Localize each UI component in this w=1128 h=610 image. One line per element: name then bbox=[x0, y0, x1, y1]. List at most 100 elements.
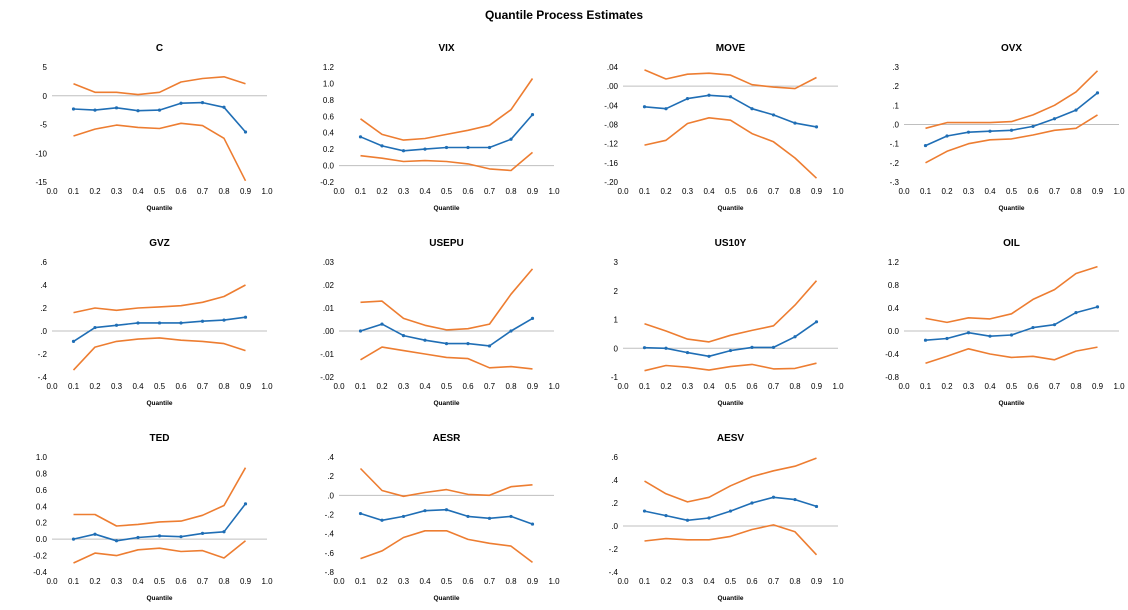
data-point bbox=[685, 350, 690, 355]
y-tick-label: -0.4 bbox=[33, 568, 47, 577]
y-tick-label: .4 bbox=[327, 453, 334, 462]
y-tick-label: -.2 bbox=[609, 545, 619, 554]
data-point bbox=[1052, 323, 1057, 327]
chart-ted: TED -0.4 -0.2 0.0 0.2 0.4 0.6 0.8 1.0 0.0 0.1 0.2 0.… bbox=[33, 433, 273, 602]
data-point bbox=[1095, 91, 1100, 95]
x-tick-label: 0.3 bbox=[398, 187, 410, 196]
x-tick-label: 0.1 bbox=[355, 382, 367, 391]
y-tick-label: -.12 bbox=[604, 140, 618, 149]
data-point bbox=[200, 319, 205, 323]
x-tick-label: 0.3 bbox=[682, 382, 694, 391]
y-tick-label: .0 bbox=[892, 121, 899, 130]
x-axis-label: Quantile bbox=[433, 400, 459, 407]
data-point bbox=[179, 321, 183, 325]
series-line-upper bbox=[644, 69, 817, 90]
y-tick-label: 0.6 bbox=[36, 486, 48, 495]
data-point bbox=[423, 509, 427, 513]
data-point bbox=[685, 518, 690, 522]
x-tick-label: 0.9 bbox=[1092, 187, 1104, 196]
data-point bbox=[93, 108, 97, 112]
x-tick-label: 0.9 bbox=[811, 187, 823, 196]
x-tick-label: 0.7 bbox=[484, 382, 496, 391]
y-tick-label: -.3 bbox=[890, 178, 900, 187]
chart-title: MOVE bbox=[716, 43, 746, 54]
data-point bbox=[487, 344, 492, 348]
data-point bbox=[243, 315, 248, 319]
x-tick-label: 1.0 bbox=[261, 187, 273, 196]
y-tick-label: -10 bbox=[35, 149, 47, 158]
series-line-upper bbox=[359, 467, 533, 498]
data-point bbox=[988, 129, 992, 133]
y-tick-label: .0 bbox=[40, 327, 47, 336]
x-axis-label: Quantile bbox=[146, 400, 172, 407]
chart-ovx: OVX -.3 -.2 -.1 .0 .1 .2 .3 0.0 0.1 0.2 0.3 0.4 0.5 0.… bbox=[890, 43, 1125, 212]
x-tick-label: 0.6 bbox=[462, 187, 474, 196]
series-line-lower bbox=[73, 540, 246, 564]
x-tick-label: 1.0 bbox=[548, 382, 560, 391]
x-tick-label: 0.9 bbox=[1092, 382, 1104, 391]
x-tick-label: 0.5 bbox=[441, 382, 453, 391]
series-line-upper bbox=[73, 76, 246, 96]
y-tick-label: .4 bbox=[611, 476, 618, 485]
data-point bbox=[509, 514, 513, 519]
data-point bbox=[380, 144, 384, 148]
y-tick-label: 1.0 bbox=[323, 79, 335, 88]
series-line-upper bbox=[644, 280, 818, 343]
data-point bbox=[358, 511, 363, 516]
x-tick-label: 0.0 bbox=[617, 577, 629, 586]
data-point bbox=[793, 121, 797, 125]
y-tick-label: 0.4 bbox=[323, 129, 335, 138]
x-tick-label: 0.2 bbox=[941, 187, 953, 196]
y-tick-label: -.2 bbox=[890, 159, 900, 168]
data-point bbox=[793, 497, 797, 502]
data-point bbox=[728, 509, 733, 513]
y-tick-label: 0.8 bbox=[888, 281, 900, 290]
y-tick-label: -15 bbox=[35, 178, 47, 187]
data-point bbox=[222, 318, 226, 322]
data-point bbox=[444, 145, 449, 150]
y-tick-label: 0.0 bbox=[36, 535, 48, 544]
x-tick-label: 0.7 bbox=[768, 187, 780, 196]
data-point bbox=[136, 321, 140, 325]
series-line-estimate bbox=[644, 94, 817, 128]
x-tick-label: 0.1 bbox=[68, 382, 80, 391]
chart-title: GVZ bbox=[149, 238, 170, 249]
x-tick-label: 0.5 bbox=[725, 577, 737, 586]
data-point bbox=[814, 125, 819, 129]
x-tick-label: 0.7 bbox=[484, 577, 496, 586]
x-tick-label: 0.8 bbox=[218, 382, 230, 391]
data-point bbox=[728, 348, 733, 353]
y-tick-label: 0.2 bbox=[323, 145, 335, 154]
y-tick-label: 0.6 bbox=[323, 112, 335, 121]
data-point bbox=[1009, 333, 1014, 337]
x-axis-label: Quantile bbox=[146, 205, 172, 212]
data-point bbox=[380, 518, 384, 522]
series-line-lower bbox=[360, 151, 534, 172]
series-line-lower bbox=[644, 524, 818, 556]
y-tick-label: .3 bbox=[892, 63, 899, 72]
x-tick-label: 0.8 bbox=[505, 382, 517, 391]
data-point bbox=[423, 147, 427, 151]
x-tick-label: 0.4 bbox=[703, 577, 715, 586]
data-point bbox=[750, 107, 754, 111]
data-point bbox=[988, 334, 992, 338]
x-tick-label: 0.2 bbox=[660, 577, 672, 586]
series-line-lower bbox=[925, 114, 1098, 164]
y-tick-label: .6 bbox=[611, 453, 618, 462]
x-tick-label: 1.0 bbox=[261, 382, 273, 391]
x-tick-label: 0.9 bbox=[240, 187, 252, 196]
series-line-estimate bbox=[360, 317, 533, 347]
x-tick-label: 0.2 bbox=[376, 382, 388, 391]
y-tick-label: -0.4 bbox=[885, 350, 899, 359]
data-point bbox=[93, 532, 97, 536]
data-point bbox=[707, 516, 711, 520]
y-tick-label: 1.2 bbox=[888, 258, 900, 267]
y-tick-label: .6 bbox=[40, 258, 47, 267]
y-tick-label: -.01 bbox=[320, 350, 334, 359]
y-tick-label: -.4 bbox=[325, 530, 335, 539]
series-line-upper bbox=[644, 457, 817, 503]
y-tick-label: .00 bbox=[323, 327, 335, 336]
x-tick-label: 0.0 bbox=[46, 382, 58, 391]
chart-title: AESR bbox=[433, 433, 462, 444]
y-tick-label: .1 bbox=[892, 101, 899, 110]
